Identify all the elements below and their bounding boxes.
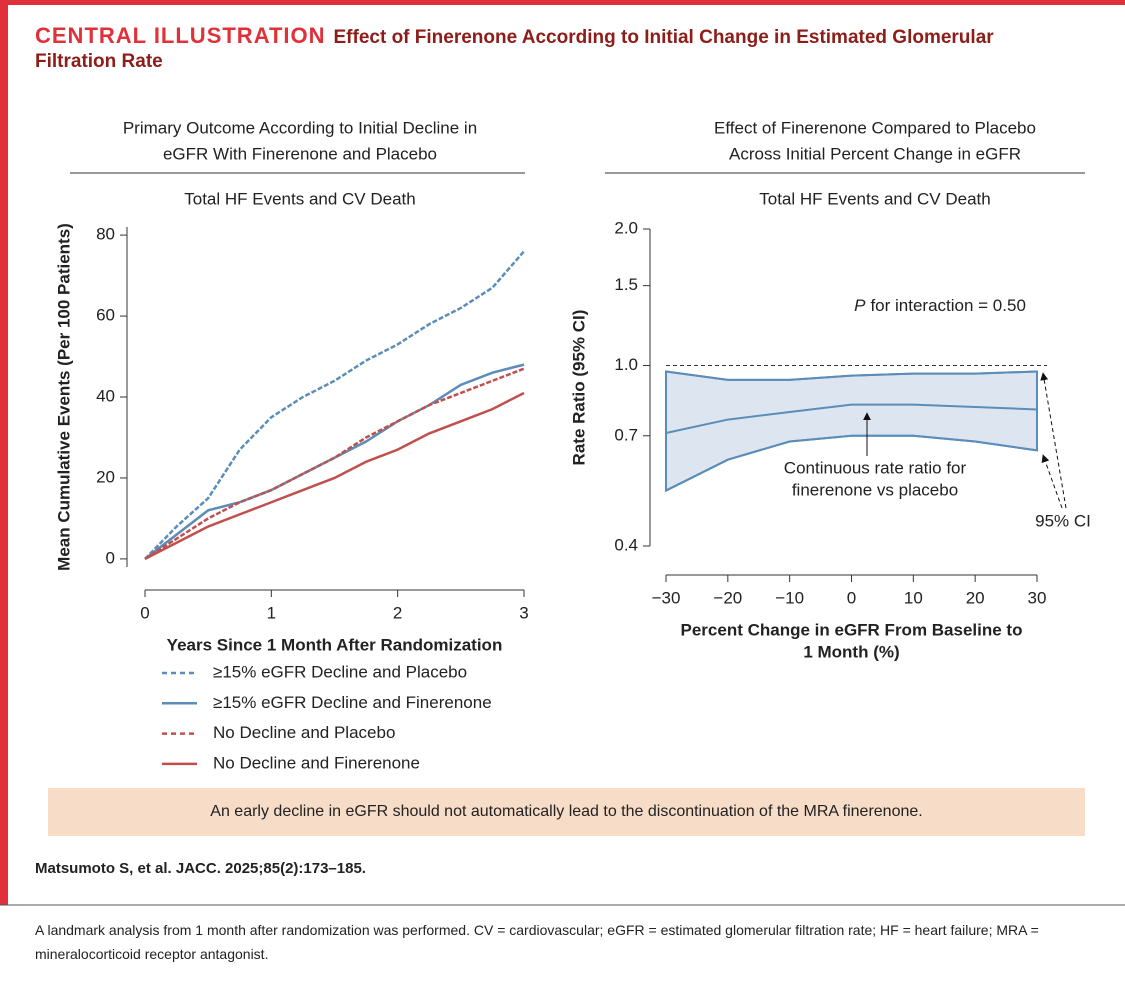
x-axis-label: 1 Month (%) — [803, 642, 899, 661]
ci-lower — [665, 434, 1038, 492]
estimate-line — [665, 403, 1038, 434]
x-tick-label: 10 — [904, 588, 923, 607]
y-tick-label: 0 — [106, 548, 115, 567]
ci-upper — [665, 370, 1038, 381]
y-tick-label: 1.5 — [614, 275, 638, 294]
y-axis-label: Rate Ratio (95% CI) — [569, 310, 588, 466]
header-title: Effect of Finerenone According to Initia… — [35, 27, 994, 72]
legend-label: ≥15% eGFR Decline and Placebo — [213, 662, 467, 681]
x-tick-label: −30 — [652, 588, 681, 607]
x-tick-label: 0 — [847, 588, 856, 607]
x-tick-label: 2 — [393, 603, 402, 622]
y-tick-label: 40 — [96, 386, 115, 405]
x-tick-label: 0 — [140, 603, 149, 622]
series-line — [144, 391, 525, 561]
ci-label: 95% CI — [1035, 511, 1091, 530]
citation: Matsumoto S, et al. JACC. 2025;85(2):173… — [35, 860, 366, 877]
y-tick-label: 0.4 — [614, 535, 638, 554]
series-line — [144, 363, 525, 560]
series-line — [144, 367, 525, 560]
chart-title: Primary Outcome According to Initial Dec… — [123, 118, 477, 137]
legend-label: ≥15% eGFR Decline and Finerenone — [213, 693, 492, 712]
y-tick-label: 2.0 — [614, 218, 638, 237]
x-tick-label: −10 — [775, 588, 804, 607]
chart-subtitle: Total HF Events and CV Death — [184, 189, 416, 208]
chart-subtitle: Total HF Events and CV Death — [759, 189, 991, 208]
x-tick-label: 20 — [966, 588, 985, 607]
chart-title: eGFR With Finerenone and Placebo — [163, 144, 437, 163]
x-axis-label: Percent Change in eGFR From Baseline to — [681, 620, 1023, 639]
y-tick-label: 1.0 — [614, 355, 638, 374]
top-border — [0, 0, 1125, 5]
x-tick-label: 3 — [519, 603, 528, 622]
x-tick-label: −20 — [713, 588, 742, 607]
x-tick-label: 30 — [1028, 588, 1047, 607]
x-tick-label: 1 — [267, 603, 276, 622]
series-line — [144, 250, 525, 560]
estimate-label: Continuous rate ratio for — [784, 458, 967, 477]
arrow — [1041, 454, 1063, 509]
x-axis-label: Years Since 1 Month After Randomization — [167, 635, 503, 654]
takeaway: An early decline in eGFR should not auto… — [48, 788, 1085, 836]
p-italic: P — [854, 296, 866, 315]
header-label: CENTRAL ILLUSTRATION — [35, 23, 326, 48]
y-tick-label: 20 — [96, 467, 115, 486]
y-axis-label: Mean Cumulative Events (Per 100 Patients… — [54, 223, 73, 571]
y-tick-label: 60 — [96, 306, 115, 325]
arrow — [1040, 372, 1067, 509]
chart-title: Across Initial Percent Change in eGFR — [729, 144, 1021, 163]
chart-title: Effect of Finerenone Compared to Placebo — [714, 118, 1036, 137]
caption: A landmark analysis from 1 month after r… — [35, 922, 1039, 962]
left-border — [0, 0, 8, 905]
takeaway-text: An early decline in eGFR should not auto… — [210, 803, 923, 820]
interaction-text: for interaction = 0.50 — [870, 296, 1025, 315]
estimate-label: finerenone vs placebo — [792, 480, 958, 499]
legend-label: No Decline and Finerenone — [213, 753, 420, 772]
y-tick-label: 80 — [96, 225, 115, 244]
y-tick-label: 0.7 — [614, 425, 638, 444]
legend-label: No Decline and Placebo — [213, 723, 395, 742]
header: CENTRAL ILLUSTRATION Effect of Finerenone… — [35, 24, 1045, 74]
